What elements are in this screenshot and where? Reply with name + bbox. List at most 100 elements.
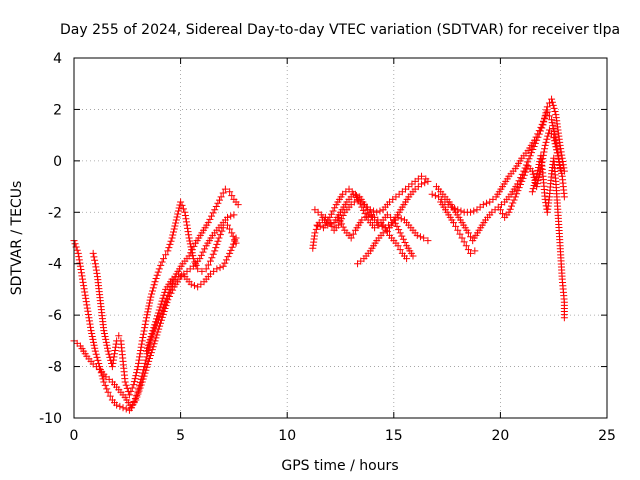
data-point: [211, 206, 219, 214]
data-point: [111, 347, 119, 354]
data-point: [545, 126, 553, 134]
data-point: [234, 201, 242, 209]
data-point: [393, 222, 401, 230]
data-point: [413, 231, 421, 239]
data-point: [89, 338, 97, 346]
data-point: [147, 332, 155, 340]
data-point: [144, 308, 152, 316]
data-point: [141, 359, 149, 367]
data-point: [511, 193, 519, 201]
data-point: [456, 230, 464, 238]
data-point: [523, 165, 531, 173]
data-point: [530, 142, 538, 150]
data-point: [145, 338, 153, 346]
data-point: [545, 129, 553, 137]
data-point: [129, 401, 137, 409]
data-point: [421, 179, 429, 187]
data-point: [460, 238, 468, 246]
data-point: [336, 217, 344, 225]
data-point: [145, 302, 153, 310]
data-point: [208, 254, 216, 262]
data-point: [464, 246, 472, 254]
data-point: [467, 208, 475, 216]
data-point: [139, 334, 147, 342]
data-point: [81, 288, 89, 296]
data-point: [91, 347, 99, 355]
data-point: [232, 234, 240, 242]
data-point: [158, 258, 166, 266]
series-track-b: [70, 185, 242, 412]
data-point: [177, 198, 185, 206]
data-point: [214, 199, 222, 207]
data-point: [77, 266, 85, 273]
data-point: [424, 237, 432, 245]
data-point: [135, 385, 143, 393]
data-point: [224, 221, 232, 229]
data-point: [101, 381, 109, 389]
data-point: [102, 338, 110, 346]
data-point: [544, 132, 552, 140]
data-point: [138, 340, 146, 348]
data-point: [551, 130, 559, 138]
data-point: [551, 107, 559, 115]
data-point: [161, 288, 169, 296]
data-point: [73, 246, 81, 254]
data-point: [149, 327, 157, 335]
y-axis-label: SDTVAR / TECUs: [9, 181, 25, 296]
data-point: [86, 320, 94, 328]
data-point: [557, 148, 565, 156]
data-point: [162, 251, 170, 259]
data-point: [529, 185, 537, 193]
data-point: [158, 297, 166, 305]
data-point: [221, 185, 229, 193]
data-point: [216, 196, 224, 204]
data-point: [543, 135, 551, 143]
data-point: [534, 166, 542, 174]
data-point: [230, 211, 238, 219]
x-tick-label: 0: [70, 428, 79, 444]
data-point: [209, 209, 217, 217]
data-point: [137, 347, 145, 354]
data-point: [147, 293, 155, 301]
data-point: [187, 280, 195, 288]
data-point: [530, 182, 538, 190]
data-point: [112, 343, 120, 351]
data-point: [358, 203, 366, 211]
data-point: [522, 168, 530, 176]
data-point: [77, 269, 85, 277]
data-point: [140, 366, 148, 374]
data-point: [182, 218, 190, 226]
data-point: [172, 216, 180, 224]
data-point: [79, 275, 87, 283]
data-point: [528, 149, 536, 157]
data-point: [224, 253, 232, 261]
series-track-n: [528, 152, 568, 322]
data-point: [548, 95, 556, 103]
data-point: [449, 219, 457, 227]
data-point: [155, 265, 163, 273]
data-point: [187, 243, 195, 251]
data-point: [535, 130, 543, 138]
data-point: [531, 139, 539, 147]
data-point: [140, 363, 148, 371]
data-point: [420, 234, 428, 242]
data-point: [137, 375, 145, 383]
data-point: [549, 125, 557, 133]
data-point: [221, 259, 229, 267]
data-point: [327, 210, 335, 218]
data-point: [550, 104, 558, 112]
data-point: [499, 210, 507, 218]
data-point: [506, 205, 514, 213]
data-point: [178, 271, 186, 279]
data-point: [142, 347, 150, 355]
data-point: [367, 212, 375, 220]
data-point: [174, 270, 182, 278]
x-axis-label: GPS time / hours: [281, 458, 398, 474]
data-point: [142, 356, 150, 364]
y-tick-label: -8: [48, 360, 62, 376]
data-point: [516, 181, 524, 189]
data-point: [125, 391, 133, 399]
data-point: [80, 285, 88, 293]
data-point: [347, 234, 355, 242]
data-point: [548, 119, 556, 127]
